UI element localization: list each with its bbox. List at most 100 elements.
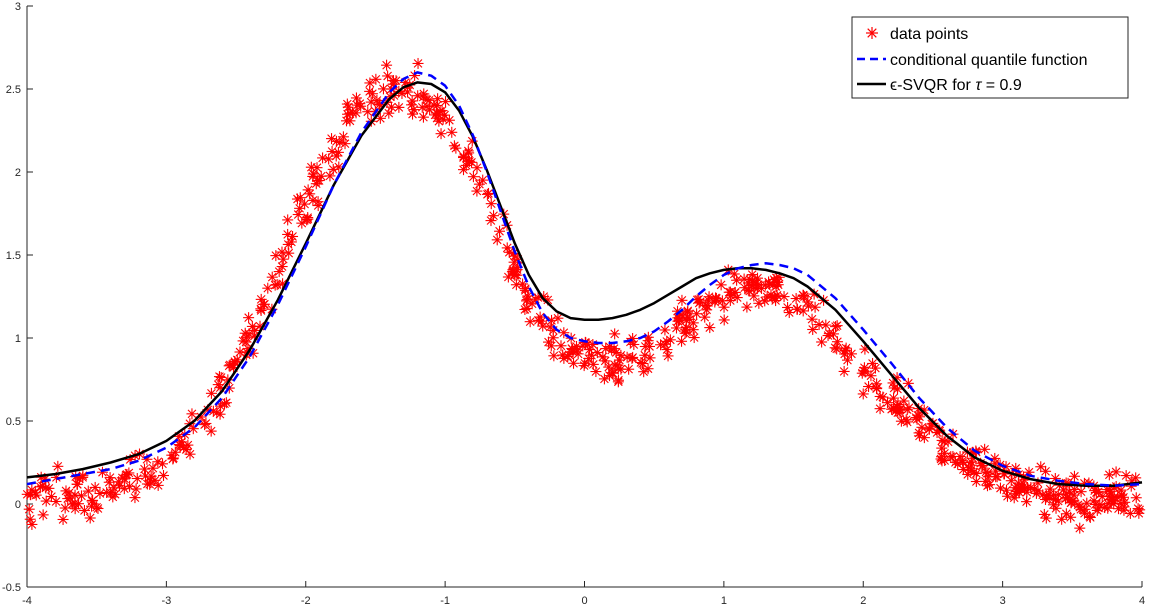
data-point (423, 94, 435, 106)
data-point (746, 269, 758, 281)
data-point (693, 297, 705, 309)
data-point (1050, 494, 1062, 506)
data-point (337, 131, 349, 143)
axes-background (27, 6, 1142, 587)
data-point (1060, 508, 1072, 520)
data-point (635, 357, 647, 369)
data-point (167, 452, 179, 464)
data-point (315, 170, 327, 182)
data-point (613, 354, 625, 366)
data-point (979, 475, 991, 487)
data-point (865, 370, 877, 382)
data-point (807, 323, 819, 335)
data-point (147, 462, 159, 474)
data-point (50, 496, 62, 508)
data-point (332, 146, 344, 158)
data-point (1089, 485, 1101, 497)
data-point (741, 301, 753, 313)
data-point (702, 294, 714, 306)
data-point (94, 487, 106, 499)
legend-box (851, 16, 1129, 99)
legend-label-data-points: data points (890, 26, 968, 43)
data-point (900, 414, 912, 426)
data-point (104, 472, 116, 484)
data-point (326, 133, 338, 145)
data-point (867, 357, 879, 369)
data-point (691, 308, 703, 320)
data-point (1013, 486, 1025, 498)
data-point (1130, 472, 1142, 484)
data-point (599, 355, 611, 367)
data-point (485, 215, 497, 227)
data-point (424, 104, 436, 116)
data-point (350, 92, 362, 104)
data-point (863, 381, 875, 393)
data-point (519, 284, 531, 296)
legend: data points conditional quantile functio… (851, 16, 1129, 99)
legend-label-svqr-suffix: = 0.9 (981, 77, 1022, 94)
data-point (970, 476, 982, 488)
x-tick-label: 3 (1000, 595, 1006, 607)
data-point (282, 214, 294, 226)
data-point (186, 408, 198, 420)
data-point (339, 138, 351, 150)
data-point (299, 198, 311, 210)
data-point (579, 357, 591, 369)
data-point (716, 295, 728, 307)
data-point (1057, 484, 1069, 496)
data-point (101, 486, 113, 498)
data-point (78, 504, 90, 516)
data-point (797, 305, 809, 317)
data-point (501, 242, 513, 254)
data-point (440, 96, 452, 108)
data-point (820, 319, 832, 331)
data-point (857, 388, 869, 400)
data-point (131, 472, 143, 484)
data-point (276, 261, 288, 273)
data-point (806, 313, 818, 325)
data-point (435, 128, 447, 140)
data-point (913, 430, 925, 442)
data-point (246, 320, 258, 332)
data-point (302, 184, 314, 196)
data-point (1035, 461, 1047, 473)
data-point (121, 468, 133, 480)
data-point (526, 298, 538, 310)
data-point (481, 188, 493, 200)
y-tick-label: 1.5 (6, 250, 21, 262)
y-tick-label: -0.5 (2, 582, 21, 594)
data-point (715, 279, 727, 291)
data-point (234, 346, 246, 358)
data-point (679, 327, 691, 339)
data-point (962, 468, 974, 480)
data-point (586, 349, 598, 361)
data-point (608, 343, 620, 355)
data-point (448, 140, 460, 152)
data-point (1038, 508, 1050, 520)
data-point (1091, 504, 1103, 516)
data-point (173, 439, 185, 451)
data-point (587, 358, 599, 370)
data-point (285, 236, 297, 248)
data-point (688, 332, 700, 344)
data-point (24, 489, 36, 501)
data-point (276, 246, 288, 258)
data-point (1056, 513, 1068, 525)
svqr-curve (26, 81, 1143, 487)
data-point (558, 327, 570, 339)
data-point (1108, 495, 1120, 507)
data-point (458, 164, 470, 176)
y-tick-label: 0 (15, 499, 21, 511)
legend-label-quantile: conditional quantile function (890, 52, 1087, 69)
data-point (782, 301, 794, 313)
data-point (462, 145, 474, 157)
data-point (604, 370, 616, 382)
data-point (187, 423, 199, 435)
data-point (1084, 511, 1096, 523)
data-point (756, 282, 768, 294)
data-point (402, 86, 414, 98)
data-point (494, 225, 506, 237)
data-point (979, 443, 991, 455)
data-point (40, 482, 52, 494)
data-point (662, 350, 674, 362)
